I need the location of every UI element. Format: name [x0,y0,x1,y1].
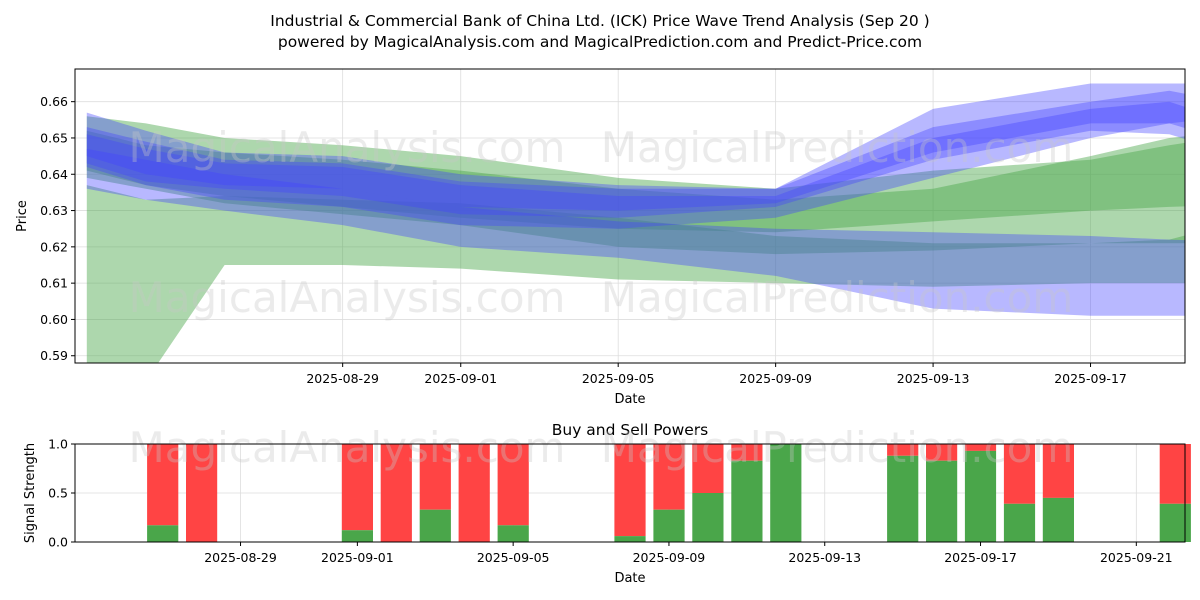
signal-x-tick-label: 2025-09-21 [1100,550,1173,565]
buy-power-bar [341,530,373,542]
chart-title-line2: powered by MagicalAnalysis.com and Magic… [278,33,922,51]
sell-power-bar [419,444,451,510]
signal-x-tick-label: 2025-09-01 [321,550,394,565]
buy-power-bar [147,525,179,542]
price-x-axis-label: Date [614,392,645,407]
signal-y-tick-label: 1.0 [48,437,68,452]
wave-band-green-band-high [86,130,1185,233]
buy-power-bar [692,493,724,542]
buy-sell-panel: Buy and Sell Powers MagicalAnalysis.com … [23,421,1191,586]
signal-x-axis: 2025-08-29 2025-09-01 2025-09-05 2025-09-09… [204,542,1173,565]
wave-band-blue-band-high [86,90,1185,218]
price-x-axis: 2025-08-29 2025-09-01 2025-09-05 2025-09-09… [306,363,1127,386]
sell-power-bar [1042,444,1074,498]
sell-power-bar [731,444,763,461]
wave-band-blue-band-tail [86,101,1185,211]
buy-power-bar [926,460,958,542]
price-x-tick-label: 2025-09-17 [1054,371,1127,386]
price-plot-frame [74,68,1186,364]
price-x-tick-label: 2025-09-05 [582,371,655,386]
signal-x-tick-label: 2025-09-05 [477,550,550,565]
sell-power-bar [1003,444,1036,504]
watermark-analysis-mid: MagicalAnalysis.com [129,273,566,322]
price-y-tick-label: 0.64 [40,167,68,182]
wave-band-blue-band-mid [86,83,1185,229]
signal-y-tick-label: 0.5 [48,486,68,501]
buy-power-bar [1042,497,1074,542]
sell-power-bar [887,444,919,456]
signal-y-tick-label: 0.0 [48,535,68,550]
signal-y-axis: 0.0 0.5 1.0 [48,437,75,550]
wave-band-green-band-low [86,185,1185,363]
price-y-tick-label: 0.66 [40,94,68,109]
signal-x-tick-label: 2025-09-13 [788,550,861,565]
buy-power-bar [653,509,685,542]
sell-power-bar [458,444,490,542]
buy-power-bar [770,444,802,542]
sell-power-bar [653,444,685,510]
sell-power-bar [341,444,373,531]
price-y-axis: 0.59 0.60 0.61 0.62 0.63 0.64 0.65 0.66 [40,94,75,363]
buy-power-bar [1003,503,1036,542]
watermark-prediction-top: MagicalPrediction.com [601,123,1074,172]
sell-power-bar [186,444,218,542]
watermark-analysis-top: MagicalAnalysis.com [129,123,566,172]
price-wave-bands [86,83,1185,363]
sell-power-bar [380,444,412,542]
price-y-tick-label: 0.65 [40,130,68,145]
buy-power-bar [1159,503,1191,542]
buy-power-bar [731,460,763,542]
watermark-prediction-bottom: MagicalPrediction.com [601,423,1074,472]
price-gridlines [75,69,1185,363]
watermark-prediction-mid: MagicalPrediction.com [601,273,1074,322]
price-y-tick-label: 0.62 [40,239,68,254]
price-y-tick-label: 0.61 [40,276,68,291]
signal-x-tick-label: 2025-09-09 [633,550,706,565]
price-x-tick-label: 2025-09-09 [739,371,812,386]
buy-power-bar [419,509,451,542]
chart-title-line1: Industrial & Commercial Bank of China Lt… [270,12,929,30]
price-wave-panel: MagicalAnalysis.com MagicalPrediction.co… [15,68,1186,407]
price-x-tick-label: 2025-09-01 [424,371,497,386]
sell-power-bar [1159,444,1191,504]
price-y-tick-label: 0.63 [40,203,68,218]
signal-x-axis-label: Date [614,571,645,586]
watermark-analysis-bottom: MagicalAnalysis.com [129,423,566,472]
price-y-tick-label: 0.59 [40,348,68,363]
sell-power-bar [614,444,646,537]
sell-power-bar [147,444,179,526]
wave-band-blue-band-low [86,148,1185,316]
buy-sell-title: Buy and Sell Powers [552,421,709,439]
wave-band-green-band-mid [86,116,1185,255]
price-x-tick-label: 2025-08-29 [306,371,379,386]
signal-x-tick-label: 2025-09-17 [944,550,1017,565]
signal-y-axis-label: Signal Strength [23,443,38,543]
sell-power-bar [497,444,529,526]
sell-power-bar [926,444,958,461]
buy-power-bar [887,455,919,542]
price-y-axis-label: Price [15,200,30,232]
sell-power-bar [692,444,724,493]
buy-power-bar [497,525,529,542]
sell-power-bar [964,444,997,451]
signal-bars [147,444,1191,542]
buy-power-bar [614,536,646,542]
price-y-tick-label: 0.60 [40,312,68,327]
buy-power-bar [964,450,997,542]
signal-x-tick-label: 2025-08-29 [204,550,277,565]
price-x-tick-label: 2025-09-13 [897,371,970,386]
